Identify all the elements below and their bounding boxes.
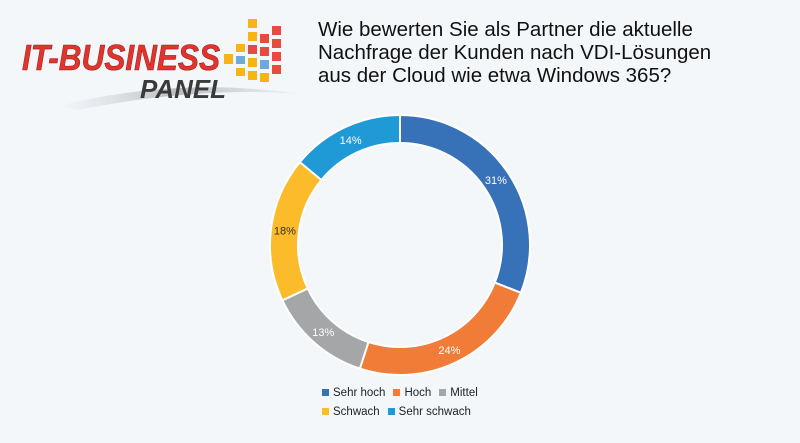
it-business-panel-logo: IT-BUSINESS PANEL	[22, 19, 300, 110]
legend-row: Schwach Sehr schwach	[320, 402, 560, 421]
legend-item-sehr-hoch: Sehr hoch	[322, 387, 385, 399]
logo-text-it-business: IT-BUSINESS	[22, 37, 220, 78]
data-label-schwach: 18%	[274, 225, 296, 237]
legend-label: Sehr hoch	[333, 386, 386, 399]
legend-label: Hoch	[404, 386, 432, 399]
legend-label: Mittel	[450, 386, 478, 399]
logo-text-panel: PANEL	[140, 74, 226, 104]
donut-slice-hoch	[358, 281, 523, 376]
legend-item-schwach: Schwach	[322, 406, 380, 418]
legend-swatch	[387, 408, 395, 415]
chart-legend: Sehr hoch Hoch Mittel Schwach Sehr schwach	[320, 383, 560, 421]
legend-label: Sehr schwach	[398, 405, 471, 418]
logo-bars	[224, 19, 281, 82]
chart-title-line-3: aus der Cloud wie etwa Windows 365?	[318, 64, 672, 87]
data-label-sehr-hoch: 31%	[485, 175, 507, 187]
chart-title: Wie bewerten Sie als Partner die aktuell…	[318, 18, 788, 87]
legend-row: Sehr hoch Hoch Mittel	[320, 383, 560, 402]
chart-title-line-2: Nachfrage der Kunden nach VDI-Lösungen	[318, 41, 712, 64]
legend-swatch	[439, 389, 447, 396]
legend-label: Schwach	[333, 405, 380, 418]
logo-swoosh	[58, 87, 300, 110]
legend-swatch	[322, 389, 329, 396]
donut-chart: 31% 24% 13% 18% 14%	[269, 113, 531, 376]
data-label-hoch: 24%	[438, 345, 460, 357]
legend-swatch	[393, 389, 401, 396]
legend-swatch	[322, 408, 329, 415]
data-label-sehr-schwach: 14%	[340, 135, 362, 147]
legend-item-hoch: Hoch	[393, 387, 431, 399]
legend-item-sehr-schwach: Sehr schwach	[387, 405, 471, 418]
data-label-mittel: 13%	[312, 327, 334, 339]
donut-slice-sehr-hoch	[399, 113, 531, 295]
donut-slice-sehr-schwach	[298, 113, 401, 182]
legend-item-mittel: Mittel	[439, 386, 478, 399]
chart-title-line-1: Wie bewerten Sie als Partner die aktuell…	[318, 18, 693, 41]
